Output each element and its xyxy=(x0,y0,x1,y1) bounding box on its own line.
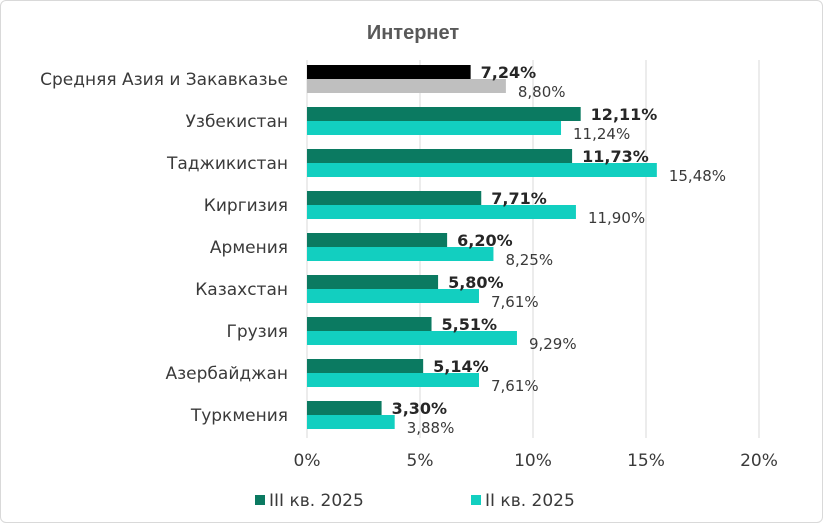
bar-s0-1 xyxy=(307,107,581,121)
data-label-s1-8: 3,88% xyxy=(407,419,455,437)
category-label-7: Азербайджан xyxy=(166,364,288,384)
bar-s1-7 xyxy=(307,373,479,387)
data-label-s0-1: 12,11% xyxy=(591,105,658,124)
x-tick-label-3: 15% xyxy=(627,451,665,471)
legend: III кв. 2025 II кв. 2025 xyxy=(255,491,575,511)
legend-label-q2: II кв. 2025 xyxy=(485,491,575,511)
category-labels-group: Средняя Азия и Закавказье Узбекистан Таджи… xyxy=(40,70,288,426)
category-label-3: Киргизия xyxy=(204,196,288,216)
data-label-s0-5: 5,80% xyxy=(448,273,504,292)
bar-s0-7 xyxy=(307,359,424,373)
data-label-s1-1: 11,24% xyxy=(573,125,630,143)
bar-s0-6 xyxy=(307,317,432,331)
x-tick-labels-group: 0% 5% 10% 15% 20% xyxy=(294,451,778,471)
data-label-s1-2: 15,48% xyxy=(669,167,726,185)
bar-s1-6 xyxy=(307,331,517,345)
x-tick-label-0: 0% xyxy=(294,451,321,471)
category-label-1: Узбекистан xyxy=(186,112,288,132)
data-label-s0-4: 6,20% xyxy=(457,231,513,250)
data-label-s0-8: 3,30% xyxy=(392,399,448,418)
data-label-s0-6: 5,51% xyxy=(442,315,498,334)
category-label-6: Грузия xyxy=(226,322,288,342)
bar-s1-2 xyxy=(307,163,657,177)
data-label-s1-0: 8,80% xyxy=(518,83,566,101)
bar-s0-4 xyxy=(307,233,448,247)
legend-label-q3: III кв. 2025 xyxy=(269,491,364,511)
data-label-s1-4: 8,25% xyxy=(505,251,553,269)
x-tick-label-4: 20% xyxy=(740,451,778,471)
bar-s0-8 xyxy=(307,401,382,415)
bar-s1-0 xyxy=(307,79,506,93)
bars-group xyxy=(307,65,657,429)
bar-s1-1 xyxy=(307,121,562,135)
bar-s0-2 xyxy=(307,149,573,163)
category-label-8: Туркмения xyxy=(190,406,288,426)
bar-s0-5 xyxy=(307,275,439,289)
data-labels-group: 7,24%8,80% 12,11%11,24% 11,73% 15,48% 7,71% 1… xyxy=(392,63,726,437)
x-tick-label-1: 5% xyxy=(407,451,434,471)
data-label-s0-3: 7,71% xyxy=(491,189,547,208)
bar-s1-4 xyxy=(307,247,494,261)
category-label-5: Казахстан xyxy=(195,280,288,300)
data-label-s0-0: 7,24% xyxy=(481,63,537,82)
category-label-2: Таджикистан xyxy=(166,154,288,174)
category-label-4: Армения xyxy=(210,238,288,258)
data-label-s1-3: 11,90% xyxy=(588,209,645,227)
category-label-0: Средняя Азия и Закавказье xyxy=(40,70,288,90)
data-label-s1-6: 9,29% xyxy=(529,335,577,353)
data-label-s0-2: 11,73% xyxy=(582,147,649,166)
chart-title: Интернет xyxy=(367,22,460,44)
bar-s1-5 xyxy=(307,289,479,303)
bar-s0-0 xyxy=(307,65,471,79)
legend-swatch-q2 xyxy=(471,495,481,505)
bar-s0-3 xyxy=(307,191,482,205)
data-label-s0-7: 5,14% xyxy=(433,357,489,376)
data-label-s1-5: 7,61% xyxy=(491,293,539,311)
data-label-s1-7: 7,61% xyxy=(491,377,539,395)
x-tick-label-2: 10% xyxy=(514,451,552,471)
bar-s1-3 xyxy=(307,205,576,219)
bar-s1-8 xyxy=(307,415,395,429)
legend-swatch-q3 xyxy=(255,495,265,505)
